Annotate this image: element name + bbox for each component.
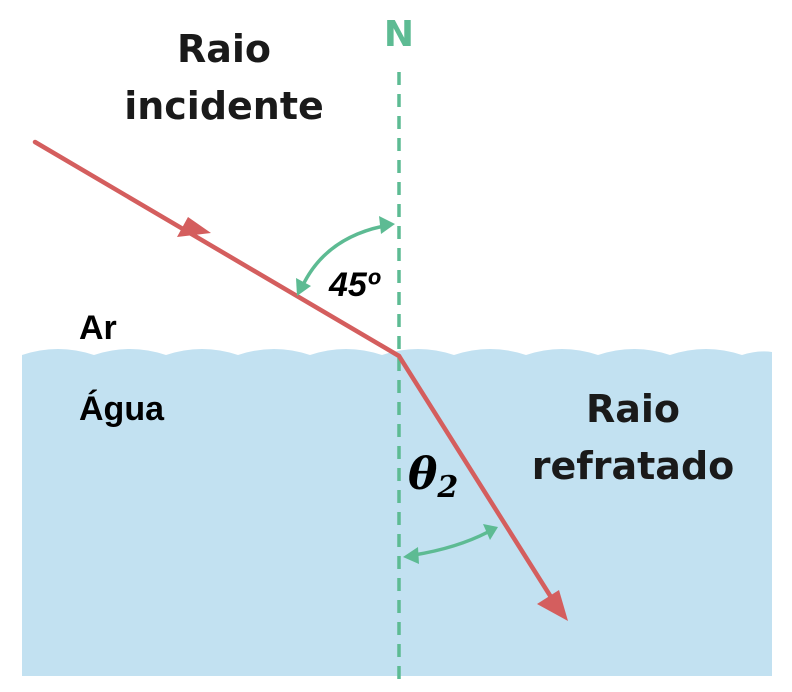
refracted-ray-label-line1: Raio bbox=[586, 387, 680, 431]
medium-air-label: Ar bbox=[79, 309, 117, 347]
refracted-angle-arc bbox=[412, 530, 490, 557]
refracted-ray-arrowhead bbox=[537, 590, 568, 621]
incident-angle-label: 45º bbox=[328, 266, 381, 304]
normal-label: N bbox=[384, 14, 414, 55]
incident-ray-label-line2: incidente bbox=[124, 84, 324, 128]
water-region bbox=[22, 349, 772, 676]
incident-ray bbox=[32, 139, 402, 359]
refracted-angle-label: θ2 bbox=[408, 449, 458, 505]
refracted-ray-label-line2: refratado bbox=[532, 444, 735, 488]
refracted-angle-arc-arrowhead-left bbox=[403, 547, 419, 564]
incident-ray-arrowhead bbox=[177, 217, 211, 237]
incident-angle-arc-arrowhead-top bbox=[379, 216, 395, 234]
incident-ray-label-line1: Raio bbox=[177, 27, 271, 71]
refracted-angle-symbol: θ bbox=[408, 449, 438, 500]
incident-angle-arc-arrowhead-bottom bbox=[296, 278, 311, 296]
refracted-angle-subscript: 2 bbox=[436, 470, 458, 505]
refracted-ray bbox=[396, 353, 559, 608]
incident-angle-arc bbox=[300, 224, 386, 289]
medium-water-label: Água bbox=[79, 390, 165, 428]
refracted-angle-arc-arrowhead-right bbox=[483, 524, 498, 540]
